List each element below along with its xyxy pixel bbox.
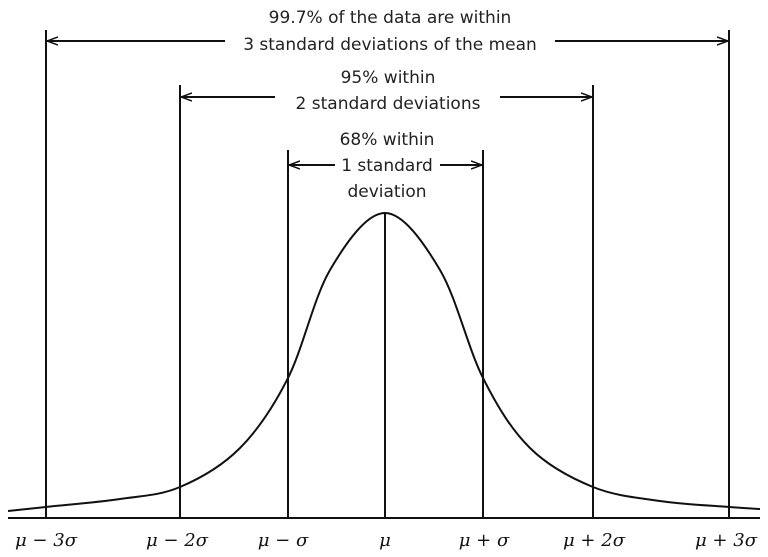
- annotation: 99.7% of the data are within: [269, 8, 512, 28]
- axis-label: μ + σ: [459, 530, 510, 551]
- annotation: deviation: [347, 182, 426, 202]
- annotation: 1 standard: [341, 156, 433, 176]
- axis-label: μ + 3σ: [695, 530, 758, 551]
- axis-label: μ − 3σ: [15, 530, 78, 551]
- axis-label: μ + 2σ: [563, 530, 626, 551]
- shapes: [7, 30, 761, 519]
- annotation: 2 standard deviations: [296, 94, 481, 114]
- axis-label: μ − 2σ: [146, 530, 209, 551]
- axis-label: μ: [379, 530, 391, 551]
- annotation: 95% within: [341, 68, 436, 88]
- annotation: 3 standard deviations of the mean: [243, 35, 537, 55]
- axis-label: μ − σ: [258, 530, 309, 551]
- annotation: 68% within: [340, 130, 435, 150]
- bell-curve: [7, 211, 761, 512]
